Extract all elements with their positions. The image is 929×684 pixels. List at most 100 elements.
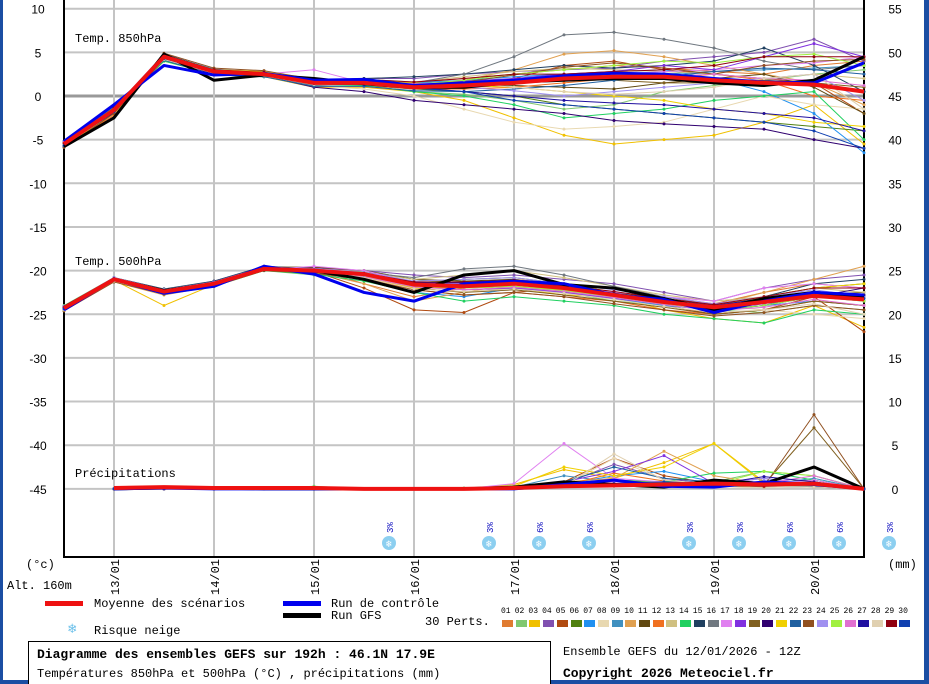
t850-member-20-point xyxy=(512,107,516,111)
t850-member-07-point xyxy=(812,111,816,115)
precip_mm-member-05-point xyxy=(662,474,666,478)
snowflake-icon: ❄ xyxy=(536,540,543,551)
t850-member-15-point xyxy=(412,75,416,79)
t850-member-10-point xyxy=(612,49,616,53)
left-tick-label: -35 xyxy=(29,396,47,410)
member-swatch xyxy=(666,620,678,627)
t850-member-23-point xyxy=(562,65,566,69)
t850-member-27-point xyxy=(512,94,516,98)
t500-member-16-point xyxy=(462,267,466,271)
t500-member-05-point xyxy=(462,311,466,315)
t850-member-04-point xyxy=(712,55,716,59)
t500-mean-line xyxy=(63,266,865,310)
t850-member-20-point xyxy=(362,90,366,94)
right-tick-label: 25 xyxy=(888,265,902,279)
t850-member-30-point xyxy=(762,120,766,124)
left-axis-unit: (°c) xyxy=(26,558,55,572)
precip_mm-member-03-point xyxy=(662,461,666,465)
right-tick-label: 10 xyxy=(888,396,902,410)
t500-member-28-point xyxy=(762,308,766,312)
member-label: 18 xyxy=(733,607,744,616)
t850-member-26-point xyxy=(712,72,716,76)
t850-member-20-point xyxy=(662,122,666,126)
t500-member-26-point xyxy=(812,297,816,301)
precip_mm-mean-line xyxy=(113,481,865,491)
t850-member-27-point xyxy=(812,116,816,120)
t850-member-11-point xyxy=(862,111,866,115)
t850-member-30-point xyxy=(812,129,816,133)
t850-member-20-point xyxy=(562,111,566,115)
left-tick-label: -25 xyxy=(29,308,47,322)
snowflake-icon: ❄ xyxy=(386,540,393,551)
snow-risk-percent: 6% xyxy=(786,522,796,533)
member-label: 09 xyxy=(610,607,621,616)
precip_mm-member-14-point xyxy=(712,471,716,475)
t500-member-13-point xyxy=(562,276,566,280)
member-swatch xyxy=(776,620,787,627)
t500-member-14-point xyxy=(512,295,516,299)
t850-member-28-point xyxy=(662,90,666,94)
t850-member-14-point xyxy=(462,94,466,98)
run-info: Ensemble GEFS du 12/01/2026 - 12Z xyxy=(563,645,801,659)
precip_mm-member-04-point xyxy=(612,462,616,466)
t850-member-15-point xyxy=(812,63,816,67)
right-tick-label: 20 xyxy=(888,308,902,322)
t850-member-07-point xyxy=(762,90,766,94)
t850-member-11-point xyxy=(762,72,766,76)
precip_mm-member-28-point xyxy=(612,452,616,456)
t500-member-14-point xyxy=(462,299,466,303)
t850-member-03-point xyxy=(662,138,666,142)
t850-member-21-point xyxy=(662,98,666,102)
t850-member-08-point xyxy=(362,87,366,91)
t850-member-14-point xyxy=(862,138,866,142)
t850-member-14-point xyxy=(762,94,766,98)
member-swatch xyxy=(803,620,815,627)
t500-member-17-point xyxy=(762,286,766,290)
chart-subtitle: Températures 850hPa et 500hPa (°C) , pré… xyxy=(37,667,441,681)
t850-member-02-point xyxy=(562,107,566,111)
t850-member-27-point xyxy=(862,129,866,133)
right-tick-label: 40 xyxy=(888,134,902,148)
t500-member-10-point xyxy=(862,264,866,268)
t500-member-10-point xyxy=(812,277,816,281)
member-label: 11 xyxy=(638,607,648,616)
t850-member-10-point xyxy=(562,52,566,56)
t500-member-24-point xyxy=(512,276,516,280)
member-label: 07 xyxy=(583,607,593,616)
snowflake-icon: ❄ xyxy=(836,540,843,551)
t850-member-26-point xyxy=(862,84,866,88)
t850-member-02-point xyxy=(862,68,866,72)
t850-member-22-point xyxy=(812,68,816,72)
snow-risk-marker: ❄ 6% xyxy=(832,522,846,551)
t850-member-30-point xyxy=(512,98,516,102)
t850-member-27-point xyxy=(762,111,766,115)
t850-member-20-point xyxy=(762,127,766,131)
snow-risk-icon xyxy=(532,536,546,550)
t500-member-05-point xyxy=(362,286,366,290)
t850-member-03-point xyxy=(612,142,616,146)
date-tick-label: 13/01 xyxy=(109,559,123,595)
t850-member-14-point xyxy=(612,111,616,115)
member-swatch xyxy=(639,620,650,627)
t850-member-29-point xyxy=(512,72,516,76)
legend-control-swatch xyxy=(283,601,321,606)
t500-member-14-point xyxy=(562,299,566,303)
snow-risk-percent: 3% xyxy=(486,522,496,533)
t850-member-28-point xyxy=(812,72,816,76)
member-swatch xyxy=(625,620,637,627)
member-swatch xyxy=(515,620,527,627)
t850-member-23-point xyxy=(612,61,616,65)
member-swatch xyxy=(611,620,623,627)
t500-member-16-point xyxy=(512,264,516,268)
precip_mm-member-10-point xyxy=(662,449,666,453)
precip_mm-member-18-point xyxy=(612,469,616,473)
t500-member-14-point xyxy=(762,321,766,325)
t850-member-03-point xyxy=(712,133,716,137)
member-swatch xyxy=(693,620,705,627)
member-swatch xyxy=(789,620,801,627)
t850-member-25-point xyxy=(612,63,616,67)
t500-member-03-point xyxy=(862,325,866,329)
label-t850: Temp. 850hPa xyxy=(75,32,162,46)
t850-member-03-point xyxy=(462,98,466,102)
t850-member-28-point xyxy=(762,77,766,81)
